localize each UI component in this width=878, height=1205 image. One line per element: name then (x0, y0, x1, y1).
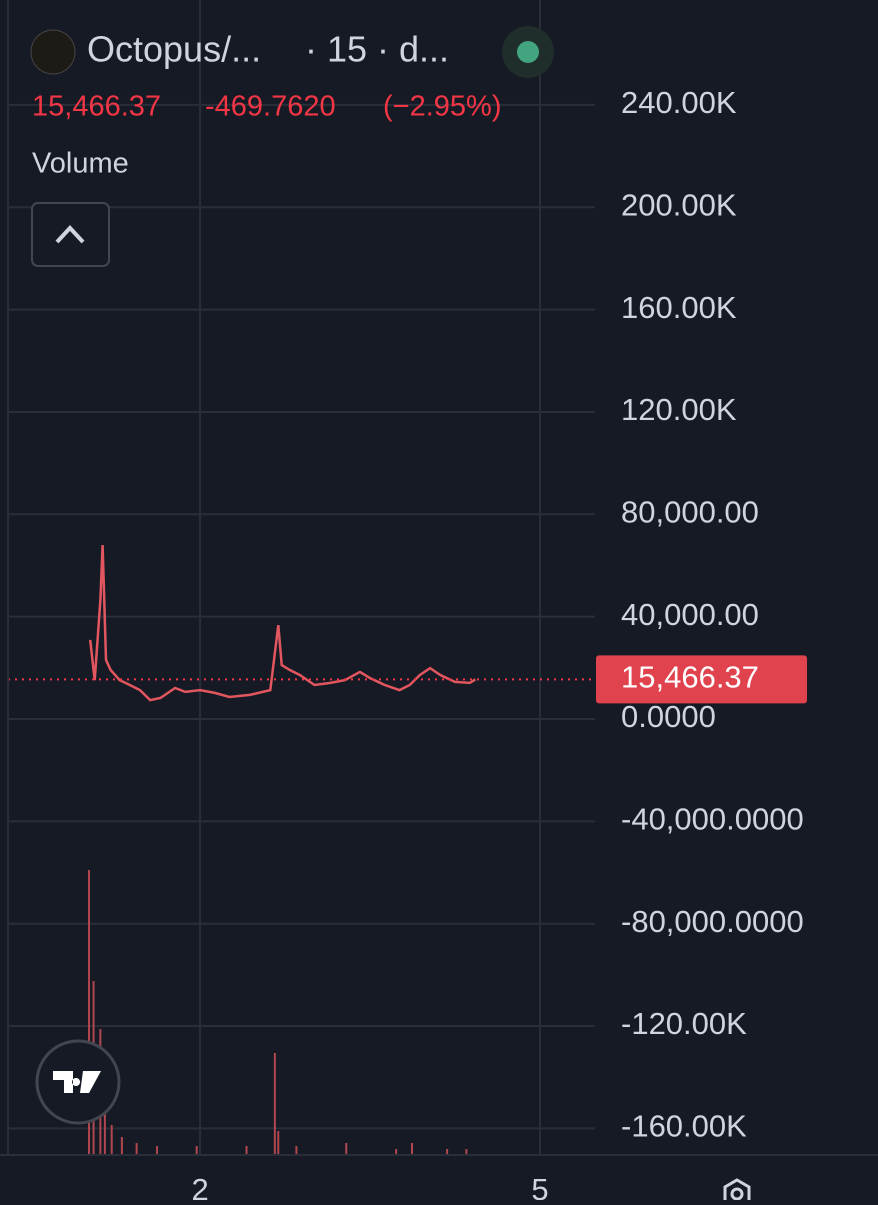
chevron-icon (55, 225, 85, 244)
y-tick-label: 240.00K (621, 85, 737, 120)
y-tick-label: 80,000.00 (621, 494, 759, 529)
symbol-name[interactable]: Octopus/... (87, 29, 261, 70)
collapse-button[interactable] (31, 202, 110, 267)
y-tick-label: -120.00K (621, 1006, 747, 1041)
status-dot (517, 41, 539, 63)
y-tick-label: 0.0000 (621, 699, 716, 734)
y-tick-label: 120.00K (621, 392, 737, 427)
symbol-logo (30, 29, 76, 75)
settings-icon[interactable] (723, 1178, 751, 1205)
price-tag-label: 15,466.37 (621, 660, 759, 695)
y-tick-label: 200.00K (621, 187, 737, 222)
tv-logo-mark (53, 1071, 101, 1093)
y-tick-label: 40,000.00 (621, 597, 759, 632)
interval: · 15 · d... (305, 29, 449, 70)
indicator-name: Volume (32, 148, 129, 180)
y-tick-label: -80,000.0000 (621, 904, 804, 939)
price-line (88, 544, 477, 702)
x-tick-label: 2 (191, 1172, 208, 1200)
change-pct: (−2.95%) (383, 91, 501, 123)
y-tick-label: -160.00K (621, 1109, 747, 1144)
x-tick-label: 5 (531, 1172, 548, 1200)
y-tick-label: 160.00K (621, 290, 737, 325)
grid (8, 0, 595, 1155)
last-price: 15,466.37 (32, 91, 161, 123)
change: -469.7620 (205, 91, 336, 123)
y-tick-label: -40,000.0000 (621, 802, 804, 837)
price-tag (596, 655, 807, 704)
settings-icon-center (730, 1187, 744, 1201)
